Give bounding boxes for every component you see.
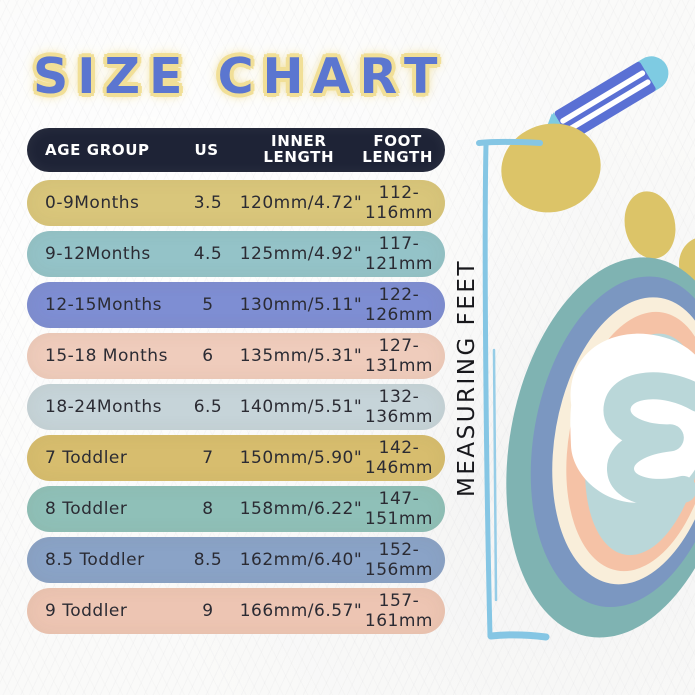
age-group-cell: 9-12Months [45, 244, 151, 264]
us-size-cell: 8.5 [193, 550, 223, 570]
page-title: SIZE CHART [33, 48, 447, 105]
us-size-cell: 8 [202, 499, 214, 519]
foot-length-cell: 122-126mm [364, 285, 433, 325]
table-row: 15-18 Months 6 135mm/5.31" 127-131mm [27, 333, 445, 379]
header-foot-length: FOOT LENGTH [362, 132, 434, 166]
footprint-icon [501, 123, 695, 638]
foot-length-cell: 152-156mm [364, 540, 433, 580]
table-header-row: AGE GROUP US INNER LENGTH FOOT LENGTH [27, 128, 445, 172]
size-chart-table: AGE GROUP US INNER LENGTH FOOT LENGTH 0-… [27, 128, 445, 639]
us-size-cell: 5 [202, 295, 214, 315]
inner-length-cell: 140mm/5.51" [239, 397, 363, 417]
measuring-bracket [476, 138, 550, 641]
table-row: 9-12Months 4.5 125mm/4.92" 117-121mm [27, 231, 445, 277]
table-row: 8 Toddler 8 158mm/6.22" 147-151mm [27, 486, 445, 532]
header-age-group: AGE GROUP [45, 141, 150, 159]
header-inner-length: INNER LENGTH [263, 132, 335, 166]
table-row: 9 Toddler 9 166mm/6.57" 157-161mm [27, 588, 445, 634]
age-group-cell: 12-15Months [45, 295, 163, 315]
table-row: 18-24Months 6.5 140mm/5.51" 132-136mm [27, 384, 445, 430]
table-row: 0-9Months 3.5 120mm/4.72" 112-116mm [27, 180, 445, 226]
age-group-cell: 15-18 Months [45, 346, 168, 366]
inner-length-cell: 162mm/6.40" [239, 550, 363, 570]
us-size-cell: 3.5 [193, 193, 223, 213]
inner-length-cell: 135mm/5.31" [239, 346, 363, 366]
us-size-cell: 9 [202, 601, 214, 621]
table-row: 8.5 Toddler 8.5 162mm/6.40" 152-156mm [27, 537, 445, 583]
us-size-cell: 6.5 [193, 397, 223, 417]
age-group-cell: 0-9Months [45, 193, 140, 213]
foot-length-cell: 132-136mm [364, 387, 433, 427]
header-us-size: US [194, 141, 219, 159]
table-row: 12-15Months 5 130mm/5.11" 122-126mm [27, 282, 445, 328]
inner-length-cell: 150mm/5.90" [239, 448, 363, 468]
us-size-cell: 7 [202, 448, 214, 468]
inner-length-cell: 130mm/5.11" [239, 295, 363, 315]
table-row: 7 Toddler 7 150mm/5.90" 142-146mm [27, 435, 445, 481]
age-group-cell: 9 Toddler [45, 601, 128, 621]
age-group-cell: 8 Toddler [45, 499, 128, 519]
us-size-cell: 4.5 [193, 244, 223, 264]
measuring-feet-label: MEASURING FEET [454, 259, 480, 497]
foot-length-cell: 147-151mm [364, 489, 433, 529]
foot-length-cell: 127-131mm [364, 336, 433, 376]
foot-length-cell: 117-121mm [364, 234, 433, 274]
inner-length-cell: 166mm/6.57" [239, 601, 363, 621]
inner-length-cell: 158mm/6.22" [239, 499, 363, 519]
inner-length-cell: 125mm/4.92" [239, 244, 363, 264]
foot-length-cell: 142-146mm [364, 438, 433, 478]
table-rows: 0-9Months 3.5 120mm/4.72" 112-116mm 9-12… [27, 180, 445, 634]
measuring-feet-illustration: MEASURING FEET [450, 40, 695, 660]
foot-length-cell: 157-161mm [364, 591, 433, 631]
age-group-cell: 18-24Months [45, 397, 163, 417]
age-group-cell: 7 Toddler [45, 448, 128, 468]
foot-length-cell: 112-116mm [364, 183, 433, 223]
us-size-cell: 6 [202, 346, 214, 366]
age-group-cell: 8.5 Toddler [45, 550, 145, 570]
inner-length-cell: 120mm/4.72" [239, 193, 363, 213]
